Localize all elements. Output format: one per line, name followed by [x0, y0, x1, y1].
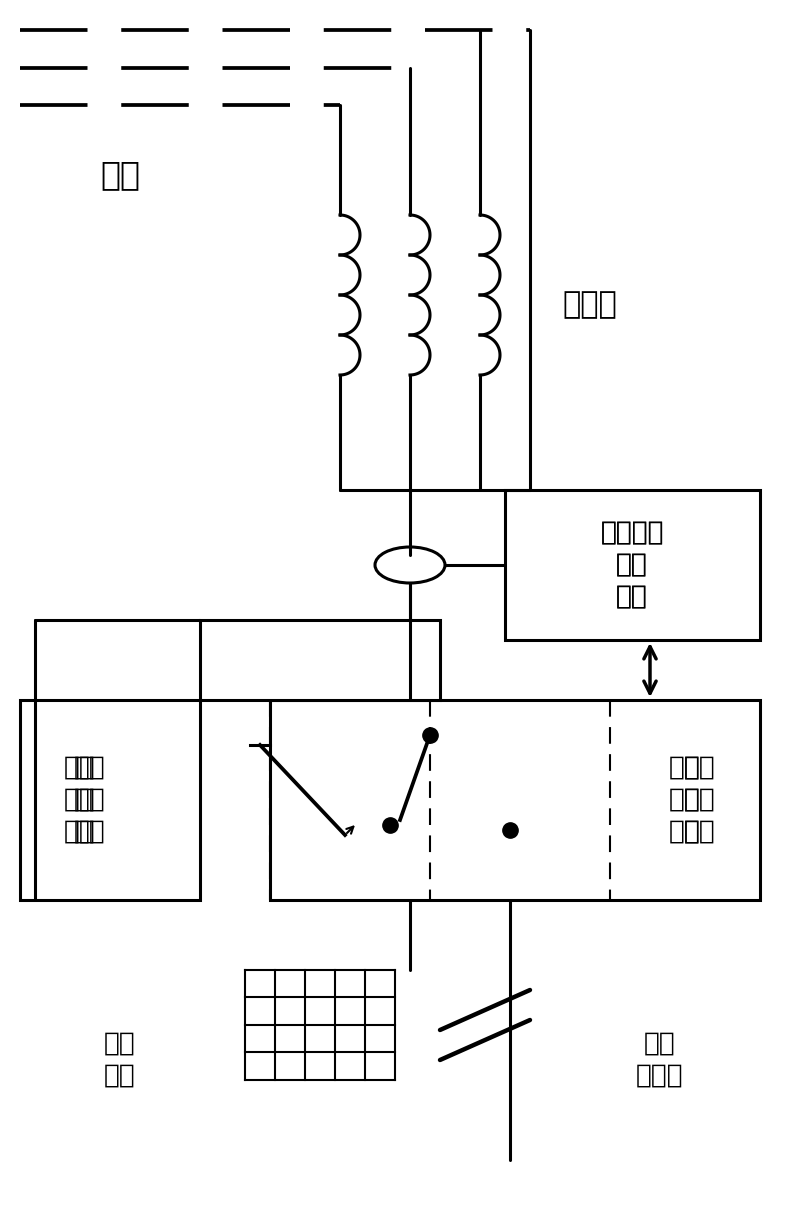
Text: 直流电测
流监
装置: 直流电测 流监 装置	[600, 519, 664, 611]
Text: 电网: 电网	[100, 159, 140, 192]
Bar	[200, 620, 440, 700]
Text: 直流电测
流监
装置: 直流电测 流监 装置	[600, 519, 664, 611]
Ellipse shape	[375, 547, 445, 583]
Text: 自动
投切
装置: 自动 投切 装置	[684, 755, 716, 844]
Text: 自动
投切
装置: 自动 投切 装置	[669, 755, 701, 844]
Text: 主接
地网: 主接 地网	[104, 1032, 136, 1089]
Bar	[20, 700, 200, 900]
Text: 独立
接地极: 独立 接地极	[636, 1032, 684, 1089]
Text: 变压器: 变压器	[562, 291, 618, 320]
Text: 过压
隔离
装置: 过压 隔离 装置	[74, 755, 106, 844]
Text: 过压
隔离
装置: 过压 隔离 装置	[64, 755, 96, 844]
Bar	[270, 700, 760, 900]
Bar	[505, 490, 760, 640]
